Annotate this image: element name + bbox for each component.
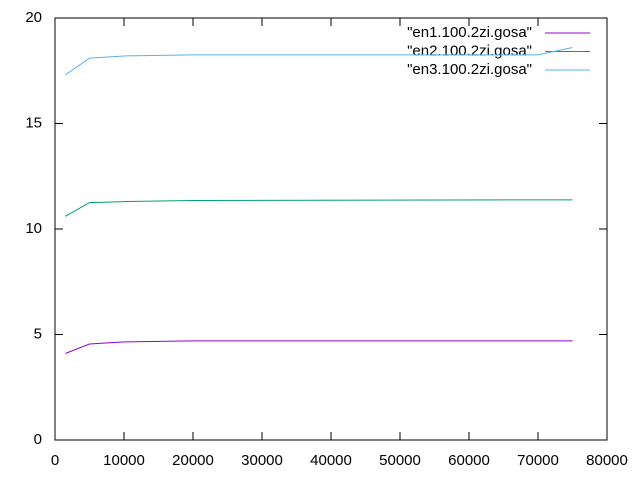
y-tick-label: 15 [25, 114, 42, 131]
y-tick-label: 10 [25, 220, 42, 237]
x-tick-label: 20000 [172, 452, 214, 469]
x-tick-label: 60000 [448, 452, 490, 469]
x-tick-label: 30000 [241, 452, 283, 469]
y-tick-label: 0 [34, 431, 42, 448]
y-tick-label: 5 [34, 325, 42, 342]
x-tick-label: 0 [51, 452, 59, 469]
legend-label: "en3.100.2zi.gosa" [407, 61, 532, 78]
data-line [65, 47, 573, 76]
plot-frame [54, 17, 608, 441]
legend-label: "en1.100.2zi.gosa" [407, 24, 532, 41]
x-tick-label: 80000 [586, 452, 628, 469]
data-line [65, 199, 573, 217]
x-tick-label: 40000 [310, 452, 352, 469]
legend-label: "en2.100.2zi.gosa" [407, 42, 532, 59]
y-tick-label: 20 [25, 9, 42, 26]
x-tick-label: 70000 [517, 452, 559, 469]
data-line [65, 340, 573, 354]
x-tick-label: 10000 [103, 452, 145, 469]
x-tick-label: 50000 [379, 452, 421, 469]
